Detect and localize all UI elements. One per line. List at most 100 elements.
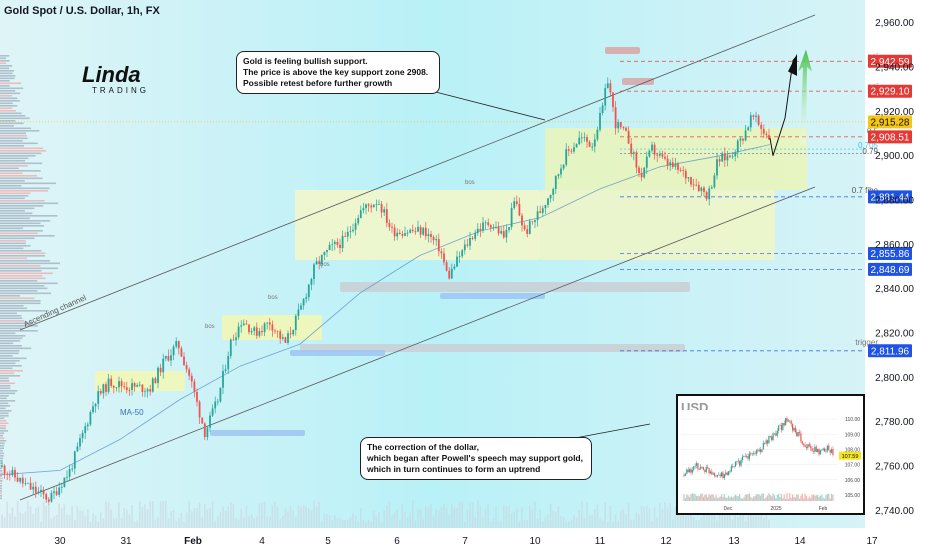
volume-bar xyxy=(448,514,450,528)
volume-bar xyxy=(755,505,757,528)
candle-body xyxy=(744,130,747,141)
volume-bar xyxy=(378,512,380,528)
volume-bar xyxy=(492,518,495,528)
x-tick-label: 5 xyxy=(325,536,331,547)
usd-volume-bar xyxy=(733,496,735,501)
usd-volume-bar xyxy=(830,493,833,501)
candle-body xyxy=(138,384,141,386)
volume-bar xyxy=(263,501,266,528)
y-tick-label: 2,960.00 xyxy=(875,18,914,29)
usd-volume-bar xyxy=(716,498,719,501)
usd-candle-body xyxy=(810,446,812,449)
profile-bar xyxy=(0,157,29,160)
profile-bar xyxy=(0,447,4,450)
candle-body xyxy=(586,137,588,142)
candle-body xyxy=(622,127,625,128)
usd-volume-bar xyxy=(776,494,778,501)
volume-bar xyxy=(752,514,755,528)
volume-bar xyxy=(495,505,497,528)
usd-y-tick: 106.00 xyxy=(845,478,861,484)
logo-script: Linda xyxy=(82,62,141,87)
profile-bar xyxy=(0,102,13,105)
volume-bar xyxy=(705,507,708,528)
candle-body xyxy=(42,489,45,495)
profile-bar xyxy=(0,130,40,132)
usd-volume-bar xyxy=(697,495,699,501)
volume-bar xyxy=(471,501,474,528)
candle-body xyxy=(123,386,126,388)
profile-bar xyxy=(0,230,43,232)
profile-bar xyxy=(0,342,14,345)
usd-candle-body xyxy=(798,432,801,434)
volume-bar xyxy=(739,507,742,528)
volume-bar xyxy=(380,521,383,528)
profile-bar xyxy=(0,200,45,202)
candle-body xyxy=(248,324,250,333)
profile-bar xyxy=(0,357,27,360)
usd-candle-body xyxy=(803,443,805,446)
candle-body xyxy=(531,221,534,223)
y-tick-label: 2,840.00 xyxy=(875,284,914,295)
usd-volume-bar xyxy=(766,495,769,501)
profile-bar xyxy=(0,307,27,310)
candle-body xyxy=(619,121,622,128)
candle-body xyxy=(640,173,643,178)
candle-body xyxy=(505,229,508,238)
candle-body xyxy=(627,130,630,144)
profile-bar xyxy=(0,167,19,170)
candle-body xyxy=(612,92,614,108)
usd-volume-bar xyxy=(750,496,752,501)
volume-bar xyxy=(123,507,125,528)
candle-body xyxy=(219,387,222,402)
candle-body xyxy=(255,327,258,336)
usd-x-tick: 2025 xyxy=(770,506,781,512)
profile-bar xyxy=(0,392,16,395)
volume-bar xyxy=(768,519,770,528)
zone-box xyxy=(605,47,640,54)
volume-bar xyxy=(40,521,42,528)
usd-volume-bar xyxy=(758,494,760,501)
volume-bar xyxy=(594,509,596,528)
volume-bar xyxy=(653,507,656,528)
volume-bar xyxy=(94,515,97,528)
profile-bar xyxy=(0,245,31,247)
candle-body xyxy=(131,383,133,391)
volume-bar xyxy=(570,519,573,528)
volume-bar xyxy=(217,516,219,528)
volume-bar xyxy=(219,512,222,528)
profile-bar xyxy=(0,160,26,162)
usd-volume-bar xyxy=(736,495,738,501)
profile-bar xyxy=(0,55,10,57)
fib-0705-label: 0.705 xyxy=(858,141,879,150)
usd-candle-body xyxy=(821,449,823,451)
candle-body xyxy=(526,229,529,234)
candle-body xyxy=(261,331,263,333)
volume-bar xyxy=(765,513,768,528)
usd-y-tick: 110.00 xyxy=(845,417,860,423)
candle-body xyxy=(547,198,549,206)
volume-bar xyxy=(318,501,320,528)
volume-bar xyxy=(256,516,258,528)
volume-bar xyxy=(521,507,523,528)
usd-candle-body xyxy=(790,420,792,425)
candle-body xyxy=(331,244,334,245)
candle-body xyxy=(625,127,627,131)
profile-bar xyxy=(0,177,43,180)
profile-bar xyxy=(0,150,47,152)
usd-plot-area xyxy=(680,410,838,501)
volume-bar xyxy=(651,521,653,528)
candle-body xyxy=(417,226,419,232)
candle-body xyxy=(461,250,464,257)
usd-volume-bar xyxy=(714,497,716,501)
profile-bar xyxy=(0,452,4,455)
profile-bar xyxy=(0,122,24,125)
volume-bar xyxy=(9,513,11,528)
ma-50-label: MA-50 xyxy=(120,408,144,417)
candle-body xyxy=(674,163,677,167)
volume-bar xyxy=(230,502,232,528)
candle-body xyxy=(695,184,698,186)
profile-bar xyxy=(0,397,7,400)
volume-bar xyxy=(622,509,625,528)
volume-bar xyxy=(625,514,627,528)
profile-bar xyxy=(0,215,58,217)
